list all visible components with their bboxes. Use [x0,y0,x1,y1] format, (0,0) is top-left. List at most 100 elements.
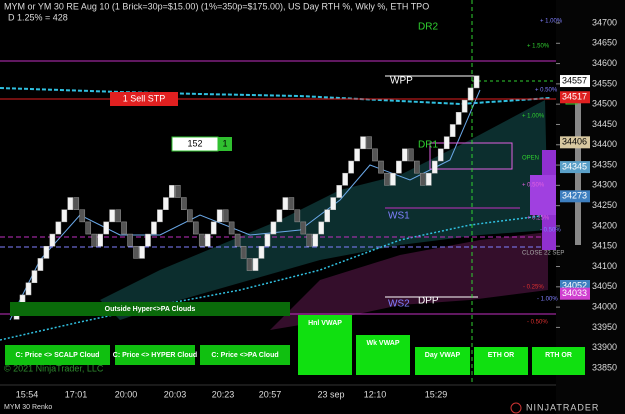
brick [288,197,295,210]
time-label: 12:10 [364,389,387,399]
button-label: C: Price <> HYPER Cloud [113,352,197,359]
brick [402,148,408,162]
brick [109,209,115,223]
brick [121,221,127,235]
button-label: Hnl VWAP [308,320,342,327]
percent-label: - 0.50% [527,320,548,326]
order-label[interactable] [110,92,178,106]
brick [425,172,432,186]
brick [67,197,74,210]
brick [312,233,319,247]
time-label: 15:54 [16,389,39,399]
brick [420,172,426,186]
range-box [429,142,513,170]
side-box[interactable] [218,137,232,151]
percent-label: OPEN [522,156,539,162]
brick [473,75,480,89]
pivot-label: WS1 [388,211,410,222]
price-tick-label: 34450 [592,119,617,129]
brick [246,258,253,271]
time-label: 20:23 [212,389,235,399]
brick [127,233,133,247]
brick [258,245,265,259]
price-tick-label: 33950 [592,322,617,332]
button[interactable] [532,347,585,375]
pivot-label: WS2 [388,299,410,310]
price-tick-label: 34000 [592,301,617,311]
brick [234,233,241,247]
button-label: Day VWAP [425,352,461,359]
brick [37,258,44,271]
brick [270,221,277,235]
brick [240,245,247,259]
percent-label: + 0.25% [527,216,550,222]
brick [342,172,348,186]
button[interactable] [474,347,528,375]
brick [354,148,360,162]
brick [396,160,402,174]
percent-label: + 1.00% [540,19,563,25]
pivot-label: WPP [390,76,413,87]
brick [25,282,32,296]
price-marker-label: 34033 [562,288,587,298]
profile-bar [530,175,556,215]
brick [449,124,456,137]
button[interactable] [5,345,110,365]
cloud [100,100,548,320]
side: 1 [222,138,227,148]
price-axis-panel [556,0,625,414]
brick [372,148,378,162]
price-marker-label: 34406 [562,137,587,147]
button[interactable] [115,345,195,365]
time-label: 17:01 [65,389,88,399]
brick [181,197,187,210]
button[interactable] [10,302,290,316]
brick [228,221,235,235]
brick [91,233,97,247]
percent-label: - 0.50% [540,228,561,234]
brick [431,160,438,174]
brick [384,172,390,186]
brick [31,270,38,284]
moving-average [0,214,549,341]
brick [139,245,145,259]
brick [443,136,450,150]
button[interactable] [356,335,410,375]
brick [216,209,223,223]
percent-label: - 1.00% [537,297,558,303]
brick [145,233,151,247]
brick [294,209,301,223]
brick [163,197,169,210]
button[interactable] [298,315,352,375]
button-label: ETH OR [488,352,514,359]
brick [79,209,86,223]
brick [97,233,103,247]
brick [204,233,211,247]
button[interactable] [415,347,470,375]
brick [210,221,217,235]
price-marker-label: 34517 [562,92,587,102]
percent-label: CLOSE 22 SEP [522,251,564,257]
price-tick-label: 34400 [592,139,617,149]
brick [73,197,80,210]
price-tick-label: 34700 [592,17,617,27]
time-label: 20:57 [259,389,282,399]
time-label: 23 sep [317,389,344,399]
percent-label: + 0.50% [522,183,545,189]
pivot-label: DPP [418,296,439,307]
price-tick-label: 34200 [592,220,617,230]
button-label: Outside Hyper<>PA Clouds [105,306,196,313]
brick [198,233,205,247]
cloud [270,232,548,330]
button-label: C: Price <>PA Cloud [211,352,278,359]
brick [192,221,199,235]
price-marker [560,136,590,149]
percent-label: - 0.25% [523,285,544,291]
brick [85,221,92,235]
price-tick-label: 34350 [592,159,617,169]
brick [151,221,157,235]
brick [455,112,462,125]
price-marker-label: 34273 [562,191,587,201]
button[interactable] [200,345,290,365]
brick [348,160,354,174]
